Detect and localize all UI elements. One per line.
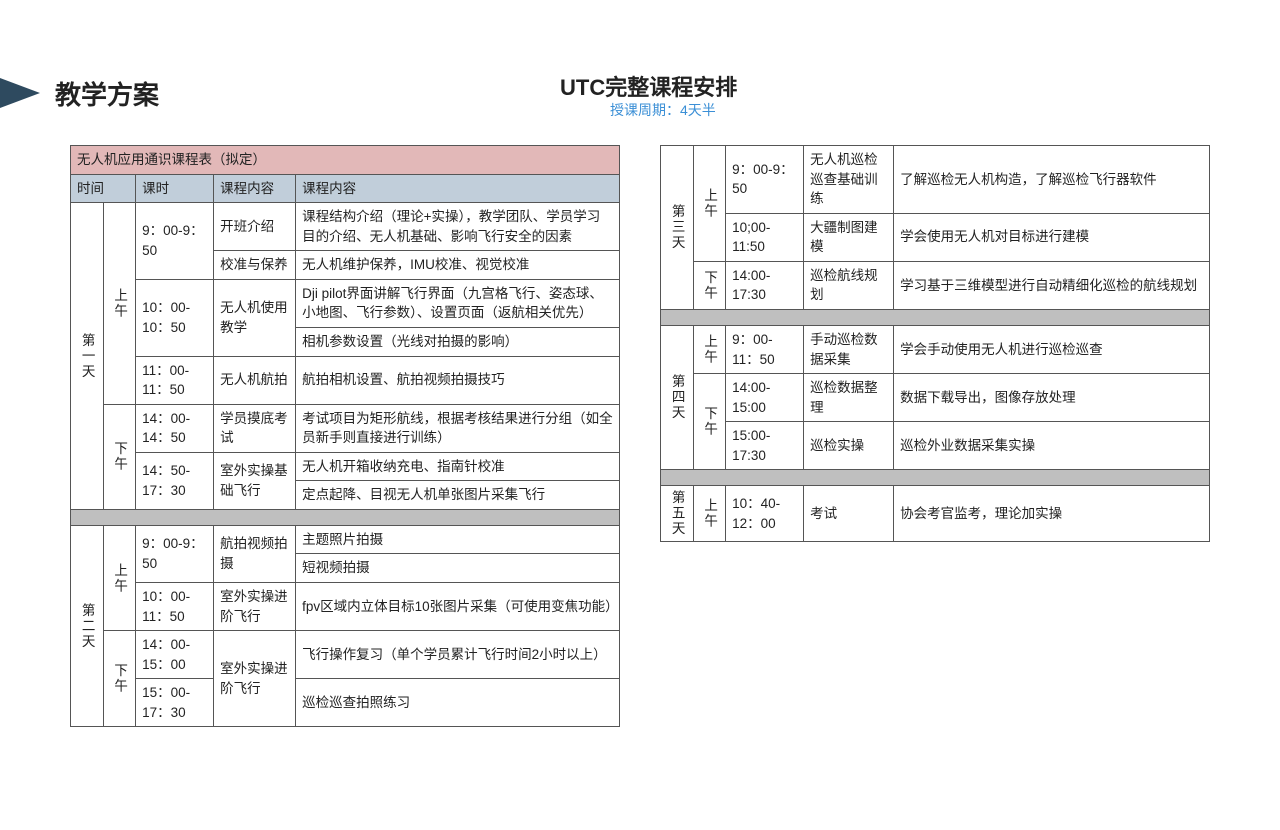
session-label: 上午 xyxy=(693,325,726,373)
detail-cell: 巡检外业数据采集实操 xyxy=(894,422,1210,470)
time-cell: 10：00-10：50 xyxy=(136,279,214,356)
detail-cell: 短视频拍摄 xyxy=(296,554,620,583)
topic-cell: 考试 xyxy=(804,486,894,542)
col-header: 课程内容 xyxy=(214,174,296,203)
time-cell: 14:00-17:30 xyxy=(726,261,804,309)
detail-cell: 了解巡检无人机构造，了解巡检飞行器软件 xyxy=(894,146,1210,214)
session-label: 下午 xyxy=(693,261,726,309)
time-cell: 10：40-12：00 xyxy=(726,486,804,542)
topic-cell: 巡检实操 xyxy=(804,422,894,470)
topic-cell: 航拍视频拍摄 xyxy=(214,525,296,582)
detail-cell: 考试项目为矩形航线，根据考核结果进行分组（如全员新手则直接进行训练） xyxy=(296,404,620,452)
time-cell: 9：00-11：50 xyxy=(726,325,804,373)
detail-cell: 学会使用无人机对目标进行建模 xyxy=(894,213,1210,261)
topic-cell: 巡检数据整理 xyxy=(804,374,894,422)
time-cell: 11：00-11：50 xyxy=(136,356,214,404)
topic-cell: 大疆制图建模 xyxy=(804,213,894,261)
col-header: 课程内容 xyxy=(296,174,620,203)
time-cell: 15：00-17：30 xyxy=(136,679,214,727)
session-label: 上午 xyxy=(103,525,136,630)
detail-cell: 定点起降、目视无人机单张图片采集飞行 xyxy=(296,481,620,510)
left-column: 无人机应用通识课程表（拟定） 时间 课时 课程内容 课程内容 第一天 上午 9：… xyxy=(70,145,620,727)
topic-cell: 室外实操基础飞行 xyxy=(214,452,296,509)
topic-cell: 校准与保养 xyxy=(214,251,296,280)
time-cell: 15:00-17:30 xyxy=(726,422,804,470)
topic-cell: 室外实操进阶飞行 xyxy=(214,631,296,727)
topic-cell: 无人机巡检巡查基础训练 xyxy=(804,146,894,214)
time-cell: 9：00-9：50 xyxy=(726,146,804,214)
topic-cell: 巡检航线规划 xyxy=(804,261,894,309)
time-cell: 9：00-9：50 xyxy=(136,525,214,582)
day-label: 第四天 xyxy=(661,325,694,469)
time-cell: 14：00-15：00 xyxy=(136,631,214,679)
left-table-title: 无人机应用通识课程表（拟定） xyxy=(71,146,620,175)
day-label: 第三天 xyxy=(661,146,694,310)
detail-cell: 数据下载导出，图像存放处理 xyxy=(894,374,1210,422)
detail-cell: 无人机开箱收纳充电、指南针校准 xyxy=(296,452,620,481)
detail-cell: 航拍相机设置、航拍视频拍摄技巧 xyxy=(296,356,620,404)
time-cell: 10：00-11：50 xyxy=(136,583,214,631)
detail-cell: 飞行操作复习（单个学员累计飞行时间2小时以上） xyxy=(296,631,620,679)
divider-row xyxy=(71,509,620,525)
session-label: 上午 xyxy=(103,203,136,405)
detail-cell: Dji pilot界面讲解飞行界面（九宫格飞行、姿态球、小地图、飞行参数）、设置… xyxy=(296,279,620,327)
detail-cell: 协会考官监考，理论加实操 xyxy=(894,486,1210,542)
detail-cell: 学会手动使用无人机进行巡检巡查 xyxy=(894,325,1210,373)
time-cell: 9：00-9：50 xyxy=(136,203,214,280)
divider-row xyxy=(661,470,1210,486)
day-label: 第一天 xyxy=(71,203,104,510)
topic-cell: 室外实操进阶飞行 xyxy=(214,583,296,631)
tables-container: 无人机应用通识课程表（拟定） 时间 课时 课程内容 课程内容 第一天 上午 9：… xyxy=(70,145,1210,727)
schedule-table-left: 无人机应用通识课程表（拟定） 时间 课时 课程内容 课程内容 第一天 上午 9：… xyxy=(70,145,620,727)
main-title: UTC完整课程安排 xyxy=(560,70,737,102)
divider-row xyxy=(661,309,1210,325)
schedule-table-right: 第三天 上午 9：00-9：50 无人机巡检巡查基础训练 了解巡检无人机构造，了… xyxy=(660,145,1210,542)
topic-cell: 开班介绍 xyxy=(214,203,296,251)
col-header: 课时 xyxy=(136,174,214,203)
detail-cell: 主题照片拍摄 xyxy=(296,525,620,554)
topic-cell: 无人机航拍 xyxy=(214,356,296,404)
detail-cell: 巡检巡查拍照练习 xyxy=(296,679,620,727)
right-column: 第三天 上午 9：00-9：50 无人机巡检巡查基础训练 了解巡检无人机构造，了… xyxy=(660,145,1210,542)
time-cell: 14：00-14：50 xyxy=(136,404,214,452)
session-label: 上午 xyxy=(693,146,726,262)
detail-cell: 无人机维护保养，IMU校准、视觉校准 xyxy=(296,251,620,280)
detail-cell: fpv区域内立体目标10张图片采集（可使用变焦功能） xyxy=(296,583,620,631)
detail-cell: 课程结构介绍（理论+实操），教学团队、学员学习目的介绍、无人机基础、影响飞行安全… xyxy=(296,203,620,251)
day-label: 第五天 xyxy=(661,486,694,542)
title-arrow-icon xyxy=(0,78,40,108)
topic-cell: 无人机使用教学 xyxy=(214,279,296,356)
col-header: 时间 xyxy=(71,174,136,203)
time-cell: 10;00-11:50 xyxy=(726,213,804,261)
page-title: 教学方案 xyxy=(55,75,159,112)
topic-cell: 手动巡检数据采集 xyxy=(804,325,894,373)
session-label: 上午 xyxy=(693,486,726,542)
topic-cell: 学员摸底考试 xyxy=(214,404,296,452)
session-label: 下午 xyxy=(103,631,136,727)
time-cell: 14:00-15:00 xyxy=(726,374,804,422)
detail-cell: 相机参数设置（光线对拍摄的影响） xyxy=(296,327,620,356)
session-label: 下午 xyxy=(103,404,136,509)
detail-cell: 学习基于三维模型进行自动精细化巡检的航线规划 xyxy=(894,261,1210,309)
sub-title: 授课周期：4天半 xyxy=(610,100,716,120)
session-label: 下午 xyxy=(693,374,726,470)
time-cell: 14：50-17：30 xyxy=(136,452,214,509)
day-label: 第二天 xyxy=(71,525,104,727)
